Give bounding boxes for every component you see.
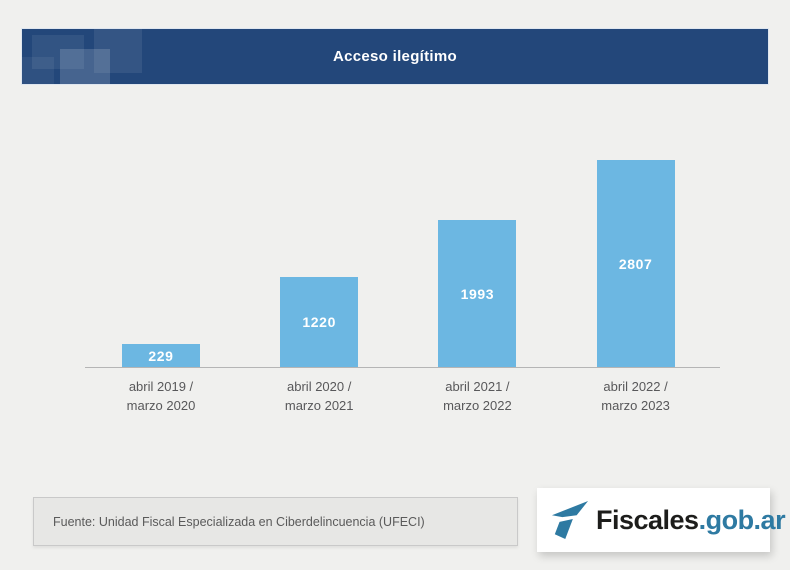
chart-bar: 1220 [280, 277, 359, 367]
bar-value-label: 1993 [460, 285, 495, 302]
decoration-square [22, 57, 54, 84]
source-text: Fuente: Unidad Fiscal Especializada en C… [53, 514, 425, 529]
page-title: Acceso ilegítimo [332, 48, 457, 65]
bar-chart: 229 abril 2019 /marzo 2020 1220 abril 2020 … [85, 160, 720, 413]
bar-value-label: 229 [148, 347, 174, 364]
decoration-square [60, 49, 110, 84]
x-axis-label: abril 2022 /marzo 2023 [601, 379, 670, 413]
header-decoration-squares [22, 29, 162, 84]
logo-domain: .gob.ar [698, 504, 786, 535]
decoration-square [32, 35, 84, 69]
x-axis-label: abril 2019 /marzo 2020 [126, 379, 196, 413]
chart-bar: 2807 [596, 160, 675, 367]
fiscales-logo: Fiscales.gob.ar [537, 488, 786, 552]
x-axis-line [85, 367, 720, 368]
fiscales-flag-icon [551, 501, 589, 539]
decoration-square [94, 29, 142, 73]
x-axis-label: abril 2020 /marzo 2021 [284, 379, 354, 413]
bar-value-label: 1220 [302, 314, 336, 330]
bar-value-label: 2807 [618, 255, 653, 272]
logo-text: Fiscales.gob.ar [596, 504, 786, 536]
header-bar: Acceso ilegítimo [21, 28, 769, 85]
source-box: Fuente: Unidad Fiscal Especializada en C… [33, 497, 518, 546]
logo-brand: Fiscales [596, 504, 699, 535]
chart-bar: 1993 [438, 220, 517, 367]
x-axis-label: abril 2021 /marzo 2022 [443, 379, 512, 413]
chart-bar: 229 [122, 344, 200, 367]
